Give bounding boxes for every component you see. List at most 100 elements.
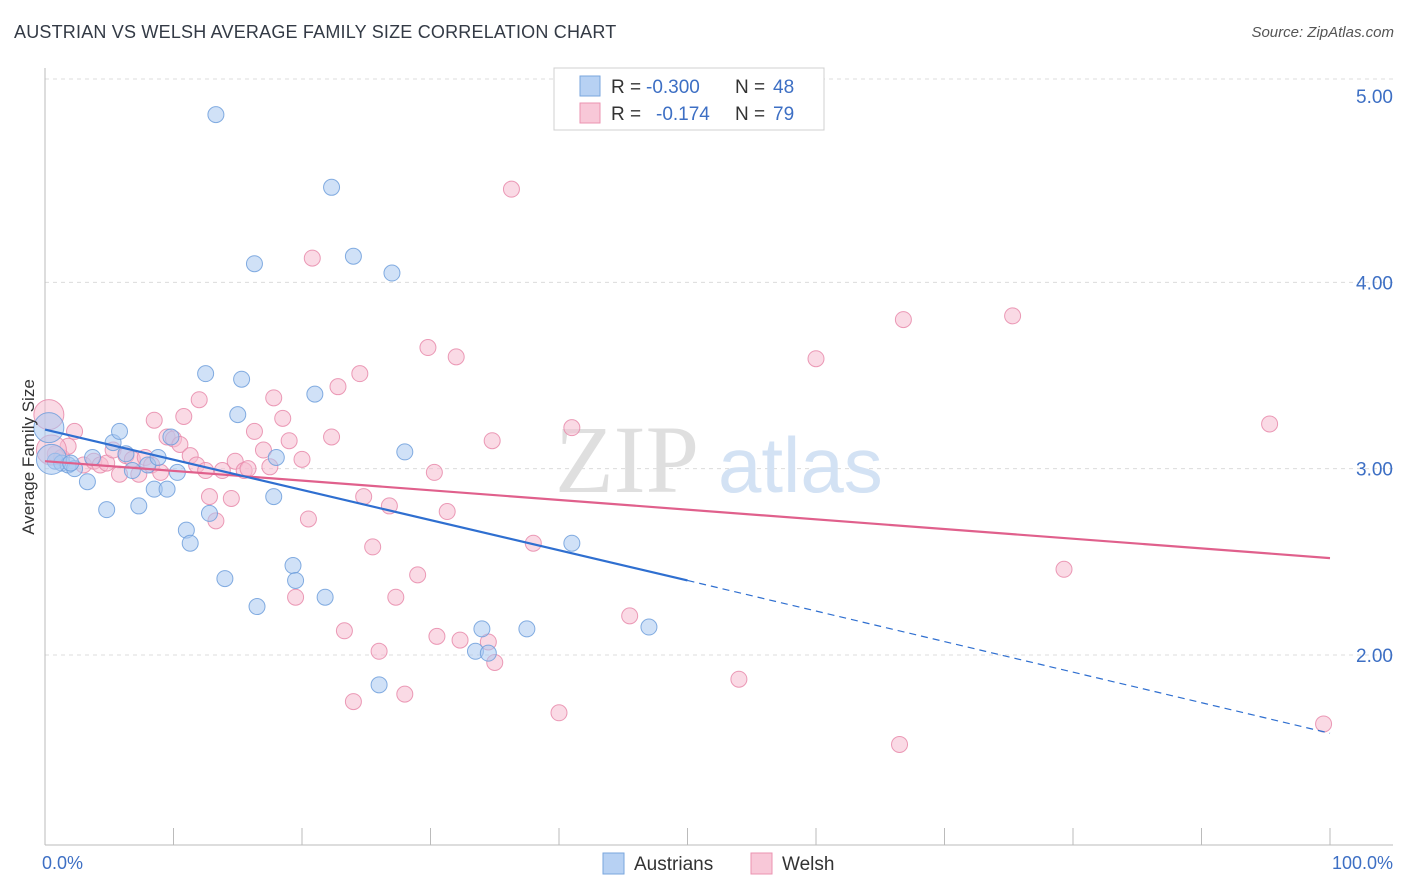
austrians-n-value: 48 [773, 77, 794, 98]
austrian-point [200, 504, 218, 522]
welsh-point [344, 693, 362, 711]
x-tick-label-min: 0.0% [42, 853, 83, 873]
austrian-point [111, 422, 129, 440]
austrian-point [316, 588, 334, 606]
welsh-point [145, 411, 163, 429]
austrian-point [640, 618, 658, 636]
austrian-point [245, 255, 263, 273]
welsh-point [1055, 560, 1073, 578]
austrian-point [181, 534, 199, 552]
welsh-point [245, 422, 263, 440]
austrian-point [229, 406, 247, 424]
welsh-point [299, 510, 317, 528]
welsh-point [419, 339, 437, 357]
welsh-point [894, 311, 912, 329]
welsh-point [335, 622, 353, 640]
welsh-point [387, 588, 405, 606]
austrians-series [33, 106, 658, 694]
x-ticks [44, 828, 1331, 845]
y-tick-labels: 2.00 3.00 4.00 5.00 [1356, 87, 1393, 667]
welsh-point [451, 631, 469, 649]
welsh-point [1261, 415, 1279, 433]
welsh-point [502, 180, 520, 198]
welsh-r-label: R = [611, 104, 641, 125]
austrian-point [162, 428, 180, 446]
welsh-point [280, 432, 298, 450]
welsh-point [438, 503, 456, 521]
welsh-point [239, 460, 257, 478]
welsh-point [200, 488, 218, 506]
welsh-point [1315, 715, 1333, 733]
welsh-point [254, 441, 272, 459]
welsh-point [425, 463, 443, 481]
welsh-r-value: -0.174 [656, 104, 710, 125]
austrian-point [78, 473, 96, 491]
y-tick-label: 5.00 [1356, 87, 1393, 108]
austrian-point [396, 443, 414, 461]
austrian-point [216, 570, 234, 588]
y-tick-label: 2.00 [1356, 646, 1393, 667]
austrians-r-label: R = [611, 77, 641, 98]
austrian-point [344, 247, 362, 265]
welsh-point [563, 419, 581, 437]
austrian-point [35, 443, 67, 475]
welsh-point [329, 378, 347, 396]
welsh-point [370, 642, 388, 660]
welsh-point [1004, 307, 1022, 325]
welsh-point [190, 391, 208, 409]
austrians-swatch [579, 75, 601, 97]
austrian-point [84, 448, 102, 466]
welsh-point [293, 450, 311, 468]
austrians-n-label: N = [735, 77, 765, 98]
austrian-point [265, 488, 283, 506]
welsh-point [447, 348, 465, 366]
welsh-n-value: 79 [773, 104, 794, 125]
welsh-point [730, 670, 748, 688]
legend-austrians-label: Austrians [634, 854, 713, 875]
trend-lines [44, 428, 1331, 734]
welsh-n-label: N = [735, 104, 765, 125]
welsh-point [222, 489, 240, 507]
grid-lines [45, 78, 1393, 656]
chart-title: AUSTRIAN VS WELSH AVERAGE FAMILY SIZE CO… [14, 22, 617, 42]
watermark: ZIP atlas [555, 406, 883, 513]
x-tick-label-max: 100.0% [1332, 853, 1393, 873]
y-axis-label: Average Family Size [19, 379, 38, 535]
welsh-point [265, 389, 283, 407]
welsh-point [396, 685, 414, 703]
welsh-point [303, 249, 321, 267]
austrian-point [473, 620, 491, 638]
welsh-swatch [579, 102, 601, 124]
austrian-point [323, 178, 341, 196]
austrian-point [563, 534, 581, 552]
welsh-point [323, 428, 341, 446]
austrian-point [233, 370, 251, 388]
austrian-point [197, 365, 215, 383]
y-tick-label: 4.00 [1356, 273, 1393, 294]
austrian-point [370, 676, 388, 694]
welsh-point [891, 735, 909, 753]
austrian-point [130, 497, 148, 515]
welsh-point [428, 627, 446, 645]
source-label: Source: ZipAtlas.com [1251, 24, 1394, 41]
welsh-point [550, 704, 568, 722]
watermark-atlas: atlas [718, 421, 883, 509]
austrian-point [33, 412, 65, 444]
welsh-point [483, 432, 501, 450]
austrian-point [267, 448, 285, 466]
austrian-point [248, 598, 266, 616]
austrian-point [518, 620, 536, 638]
austrian-point [383, 264, 401, 282]
legend-austrians-swatch [602, 852, 625, 875]
austrian-point [158, 480, 176, 498]
austrians-r-value: -0.300 [646, 77, 700, 98]
series-legend: Austrians Welsh [602, 852, 834, 875]
austrian-point [123, 462, 141, 480]
welsh-trend-line [44, 460, 1331, 560]
legend-welsh-swatch [750, 852, 773, 875]
welsh-point [409, 566, 427, 584]
austrian-point [207, 106, 225, 124]
welsh-point [621, 607, 639, 625]
austrian-point [306, 385, 324, 403]
